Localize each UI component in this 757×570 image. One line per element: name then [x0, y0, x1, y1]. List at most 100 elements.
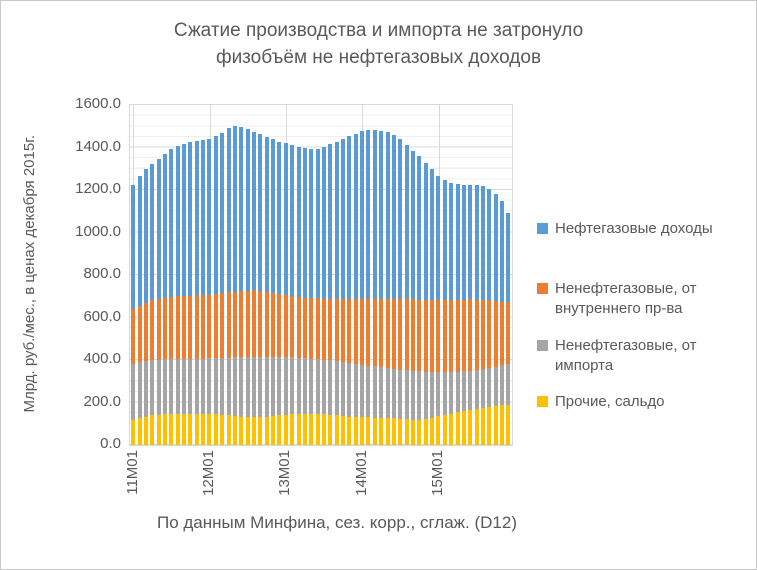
- bar-12M09: [257, 105, 263, 445]
- bar-segment: [169, 149, 174, 297]
- bar-segment: [353, 299, 358, 364]
- bar-segment: [143, 416, 148, 445]
- bar-segment: [175, 358, 180, 414]
- bar-segment: [461, 185, 466, 300]
- bar-segment: [455, 184, 460, 300]
- y-tick-label: 200.0: [83, 392, 121, 410]
- bar-12M07: [244, 105, 250, 445]
- bar-11M10: [187, 105, 193, 445]
- bar-12M03: [219, 105, 225, 445]
- bar-segment: [455, 412, 460, 445]
- bar-segment: [480, 299, 485, 370]
- bar-segment: [194, 413, 199, 445]
- bar-segment: [290, 296, 295, 358]
- bar-15M03: [448, 105, 454, 445]
- bar-11M07: [168, 105, 174, 445]
- bar-11M09: [181, 105, 187, 445]
- bar-12M10: [264, 105, 270, 445]
- bar-segment: [417, 299, 422, 372]
- bar-segment: [372, 299, 377, 367]
- bar-segment: [277, 141, 282, 295]
- bar-segment: [201, 358, 206, 414]
- bar-segment: [372, 366, 377, 418]
- bar-segment: [442, 180, 447, 301]
- bar-14M04: [378, 105, 384, 445]
- bar-segment: [328, 298, 333, 361]
- bar-segment: [252, 131, 256, 291]
- bar-segment: [131, 419, 136, 445]
- bar-13M09: [334, 105, 340, 445]
- bar-segment: [252, 417, 256, 445]
- bar-12M08: [251, 105, 257, 445]
- bar-segment: [309, 149, 314, 298]
- bar-14M05: [384, 105, 390, 445]
- bar-segment: [137, 176, 142, 306]
- bar-12M02: [213, 105, 219, 445]
- bar-12M04: [225, 105, 231, 445]
- bar-segment: [321, 414, 326, 445]
- bar-15M02: [442, 105, 448, 445]
- bar-segment: [245, 290, 250, 358]
- bar-11M08: [175, 105, 181, 445]
- bar-segment: [207, 358, 212, 415]
- bar-segment: [461, 411, 466, 445]
- bar-segment: [239, 126, 244, 291]
- bar-segment: [213, 135, 218, 294]
- bar-segment: [213, 414, 218, 445]
- bar-segment: [436, 416, 441, 445]
- bar-segment: [277, 294, 282, 357]
- bar-segment: [213, 358, 218, 415]
- bar-segment: [487, 368, 492, 408]
- x-tick-label: 11M01: [123, 450, 141, 495]
- legend: Нефтегазовые доходы Ненефтегазовые, от вн…: [537, 219, 751, 449]
- bar-13M02: [289, 105, 295, 445]
- bar-segment: [232, 126, 237, 292]
- bar-segment: [245, 357, 250, 418]
- bar-segment: [277, 356, 282, 416]
- bar-segment: [182, 144, 187, 296]
- bar-segment: [487, 188, 492, 301]
- bar-segment: [442, 414, 447, 445]
- bar-segment: [455, 299, 460, 372]
- legend-swatch: [537, 223, 548, 234]
- bar-segment: [436, 372, 441, 417]
- bar-segment: [321, 359, 326, 415]
- bar-segment: [309, 413, 314, 445]
- bar-14M07: [397, 105, 403, 445]
- bar-segment: [264, 356, 269, 417]
- bar-segment: [353, 363, 358, 417]
- bar-14M12: [429, 105, 435, 445]
- bar-segment: [480, 369, 485, 409]
- legend-swatch: [537, 283, 548, 294]
- bar-segment: [175, 413, 180, 445]
- bar-15M12: [505, 105, 511, 445]
- bar-11M01: [130, 105, 136, 445]
- bar-segment: [468, 185, 473, 300]
- bar-segment: [410, 419, 415, 445]
- bar-segment: [436, 176, 441, 301]
- bar-segment: [162, 297, 167, 360]
- bar-segment: [271, 139, 276, 293]
- bar-segment: [385, 368, 390, 419]
- bar-segment: [461, 299, 466, 372]
- y-tick-label: 0.0: [100, 435, 121, 452]
- bar-segment: [347, 136, 352, 300]
- bar-segment: [150, 360, 155, 416]
- bar-segment: [188, 142, 193, 296]
- bar-segment: [334, 299, 339, 362]
- bar-segment: [442, 300, 447, 373]
- bar-segment: [480, 186, 485, 300]
- bar-segment: [283, 143, 288, 296]
- chart-title: Сжатие производства и импорта не затрону…: [1, 17, 756, 71]
- bar-segment: [372, 129, 377, 300]
- bar-segment: [347, 362, 352, 417]
- bar-segment: [131, 363, 136, 420]
- bar-segment: [461, 371, 466, 411]
- bar-segment: [156, 298, 161, 360]
- x-tick-label: 12M01: [200, 450, 218, 496]
- bar-13M10: [340, 105, 346, 445]
- y-tick-label: 1200.0: [75, 180, 121, 197]
- bar-series: [130, 105, 512, 445]
- bar-segment: [391, 418, 396, 445]
